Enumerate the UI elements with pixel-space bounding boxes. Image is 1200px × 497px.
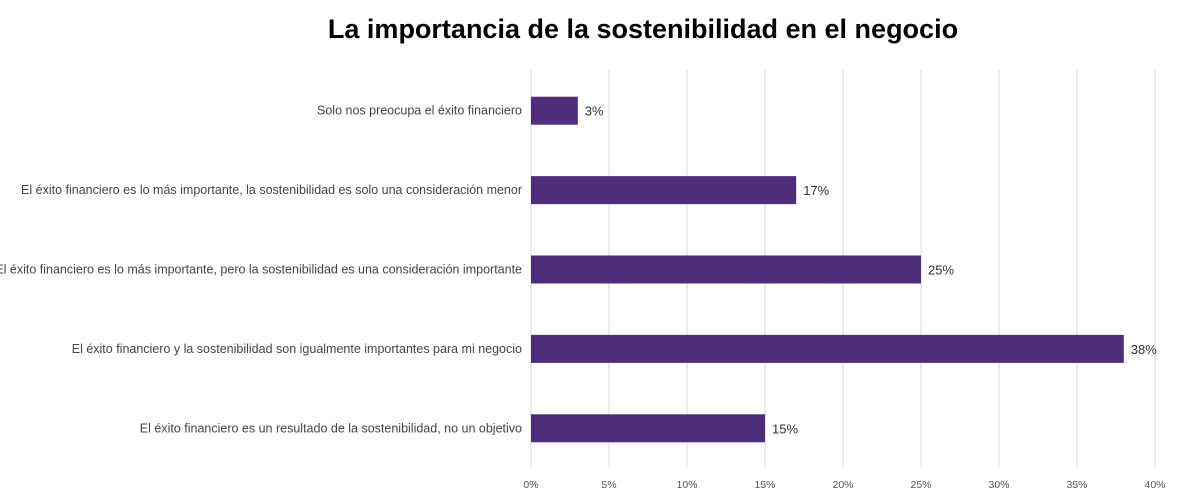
x-tick-label: 5% — [601, 479, 616, 491]
x-tick-label: 0% — [523, 479, 538, 491]
x-tick-label: 15% — [754, 479, 775, 491]
x-tick-label: 10% — [676, 479, 697, 491]
x-tick-label: 20% — [832, 479, 853, 491]
bar — [531, 255, 921, 284]
x-tick-label: 40% — [1144, 479, 1165, 491]
data-label: 15% — [772, 421, 798, 436]
category-label: Solo nos preocupa el éxito financiero — [317, 104, 522, 118]
category-label: El éxito financiero es lo más importante… — [0, 263, 522, 277]
x-tick-label: 35% — [1066, 479, 1087, 491]
bar — [531, 414, 765, 443]
data-label: 38% — [1131, 342, 1157, 357]
x-tick-label: 30% — [988, 479, 1009, 491]
data-label: 17% — [803, 183, 829, 198]
data-label: 3% — [585, 104, 604, 119]
x-tick-label: 25% — [910, 479, 931, 491]
category-label: El éxito financiero es lo más importante… — [21, 183, 522, 197]
bar — [531, 176, 797, 205]
bar — [531, 96, 578, 125]
chart-title: La importancia de la sostenibilidad en e… — [327, 14, 959, 44]
category-label: El éxito financiero y la sostenibilidad … — [72, 342, 522, 356]
data-label: 25% — [928, 263, 954, 278]
category-label: El éxito financiero es un resultado de l… — [140, 421, 522, 435]
bar — [531, 334, 1124, 363]
